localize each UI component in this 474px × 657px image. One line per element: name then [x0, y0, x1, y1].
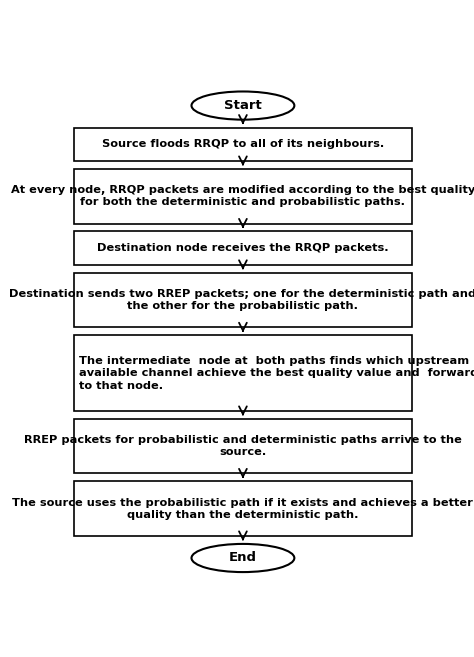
- FancyBboxPatch shape: [74, 273, 412, 327]
- Text: RREP packets for probabilistic and deterministic paths arrive to the
source.: RREP packets for probabilistic and deter…: [24, 435, 462, 457]
- Ellipse shape: [191, 544, 294, 572]
- Text: Start: Start: [224, 99, 262, 112]
- FancyBboxPatch shape: [74, 127, 412, 161]
- FancyBboxPatch shape: [74, 335, 412, 411]
- Text: Destination node receives the RRQP packets.: Destination node receives the RRQP packe…: [97, 243, 389, 253]
- Text: The source uses the probabilistic path if it exists and achieves a better
qualit: The source uses the probabilistic path i…: [12, 497, 474, 520]
- Text: End: End: [229, 551, 257, 564]
- FancyBboxPatch shape: [74, 169, 412, 223]
- Text: The intermediate  node at  both paths finds which upstream node and
available ch: The intermediate node at both paths find…: [80, 355, 474, 390]
- Ellipse shape: [191, 91, 294, 120]
- FancyBboxPatch shape: [74, 419, 412, 474]
- Text: Destination sends two RREP packets; one for the deterministic path and
the other: Destination sends two RREP packets; one …: [9, 289, 474, 311]
- FancyBboxPatch shape: [74, 231, 412, 265]
- Text: Source floods RRQP to all of its neighbours.: Source floods RRQP to all of its neighbo…: [102, 139, 384, 149]
- Text: At every node, RRQP packets are modified according to the best quality
for both : At every node, RRQP packets are modified…: [11, 185, 474, 208]
- FancyBboxPatch shape: [74, 482, 412, 536]
